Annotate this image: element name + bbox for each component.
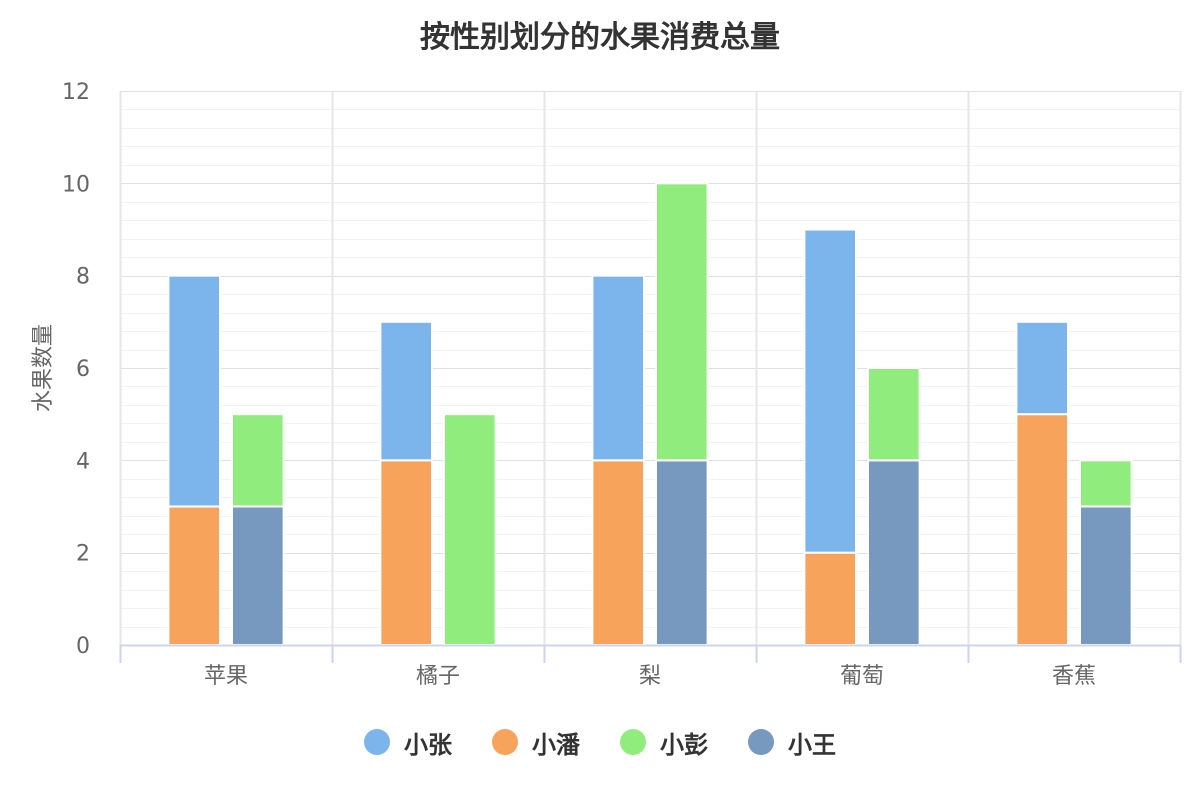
bar-小潘-香蕉[interactable] xyxy=(1015,413,1070,646)
y-tick-label: 4 xyxy=(76,449,90,474)
x-tick-label: 葡萄 xyxy=(840,664,884,689)
bar-小张-梨[interactable] xyxy=(591,274,646,462)
legend-swatch xyxy=(492,729,518,755)
bar-小王-葡萄[interactable] xyxy=(867,459,921,647)
bar-小潘-苹果[interactable] xyxy=(167,505,221,646)
x-tick-label: 香蕉 xyxy=(1052,664,1096,689)
y-tick-label: 6 xyxy=(76,357,90,382)
bar-小张-橘子[interactable] xyxy=(379,320,433,462)
y-tick-label: 0 xyxy=(76,634,90,659)
bar-小彭-葡萄[interactable] xyxy=(867,367,921,462)
legend-label: 小彭 xyxy=(660,730,708,759)
legend-label: 小潘 xyxy=(532,730,580,759)
bar-小彭-香蕉[interactable] xyxy=(1079,459,1133,508)
legend-item[interactable]: 小王 xyxy=(748,725,836,760)
bar-小潘-梨[interactable] xyxy=(591,459,646,647)
bar-小王-梨[interactable] xyxy=(655,459,709,647)
legend-item[interactable]: 小张 xyxy=(364,725,452,760)
bar-小张-葡萄[interactable] xyxy=(803,228,858,554)
bar-小张-苹果[interactable] xyxy=(167,274,221,508)
y-tick-label: 2 xyxy=(76,542,90,567)
legend-label: 小张 xyxy=(404,730,452,759)
y-tick-label: 8 xyxy=(76,265,90,290)
legend-swatch xyxy=(748,729,774,755)
bar-小王-苹果[interactable] xyxy=(231,505,285,646)
legend-swatch xyxy=(364,729,390,755)
x-tick-label: 橘子 xyxy=(416,664,460,689)
x-tick-label: 苹果 xyxy=(204,664,248,689)
y-tick-label: 12 xyxy=(62,80,90,105)
legend: 小张 小潘 小彭 小王 xyxy=(0,724,1200,760)
bar-小潘-葡萄[interactable] xyxy=(803,551,858,647)
bar-小彭-橘子[interactable] xyxy=(443,413,497,646)
axis-layer: 0 2 4 6 8 10 12 苹果 橘子 梨 葡萄 香蕉 xyxy=(62,80,1182,689)
bar-layer xyxy=(167,182,1133,647)
grid-layer xyxy=(119,91,1182,646)
bar-小彭-苹果[interactable] xyxy=(231,413,285,508)
bar-小彭-梨[interactable] xyxy=(655,182,709,462)
bar-小张-香蕉[interactable] xyxy=(1015,320,1070,416)
chart-title: 按性别划分的水果消费总量 xyxy=(420,20,780,55)
y-tick-label: 10 xyxy=(62,172,90,197)
bar-小潘-橘子[interactable] xyxy=(379,459,433,647)
legend-item[interactable]: 小潘 xyxy=(492,725,580,760)
legend-swatch xyxy=(620,729,646,755)
legend-label: 小王 xyxy=(788,730,836,759)
legend-item[interactable]: 小彭 xyxy=(620,725,708,760)
bar-小王-香蕉[interactable] xyxy=(1079,505,1133,646)
y-axis-title: 水果数量 xyxy=(31,324,56,412)
x-tick-label: 梨 xyxy=(639,664,661,689)
